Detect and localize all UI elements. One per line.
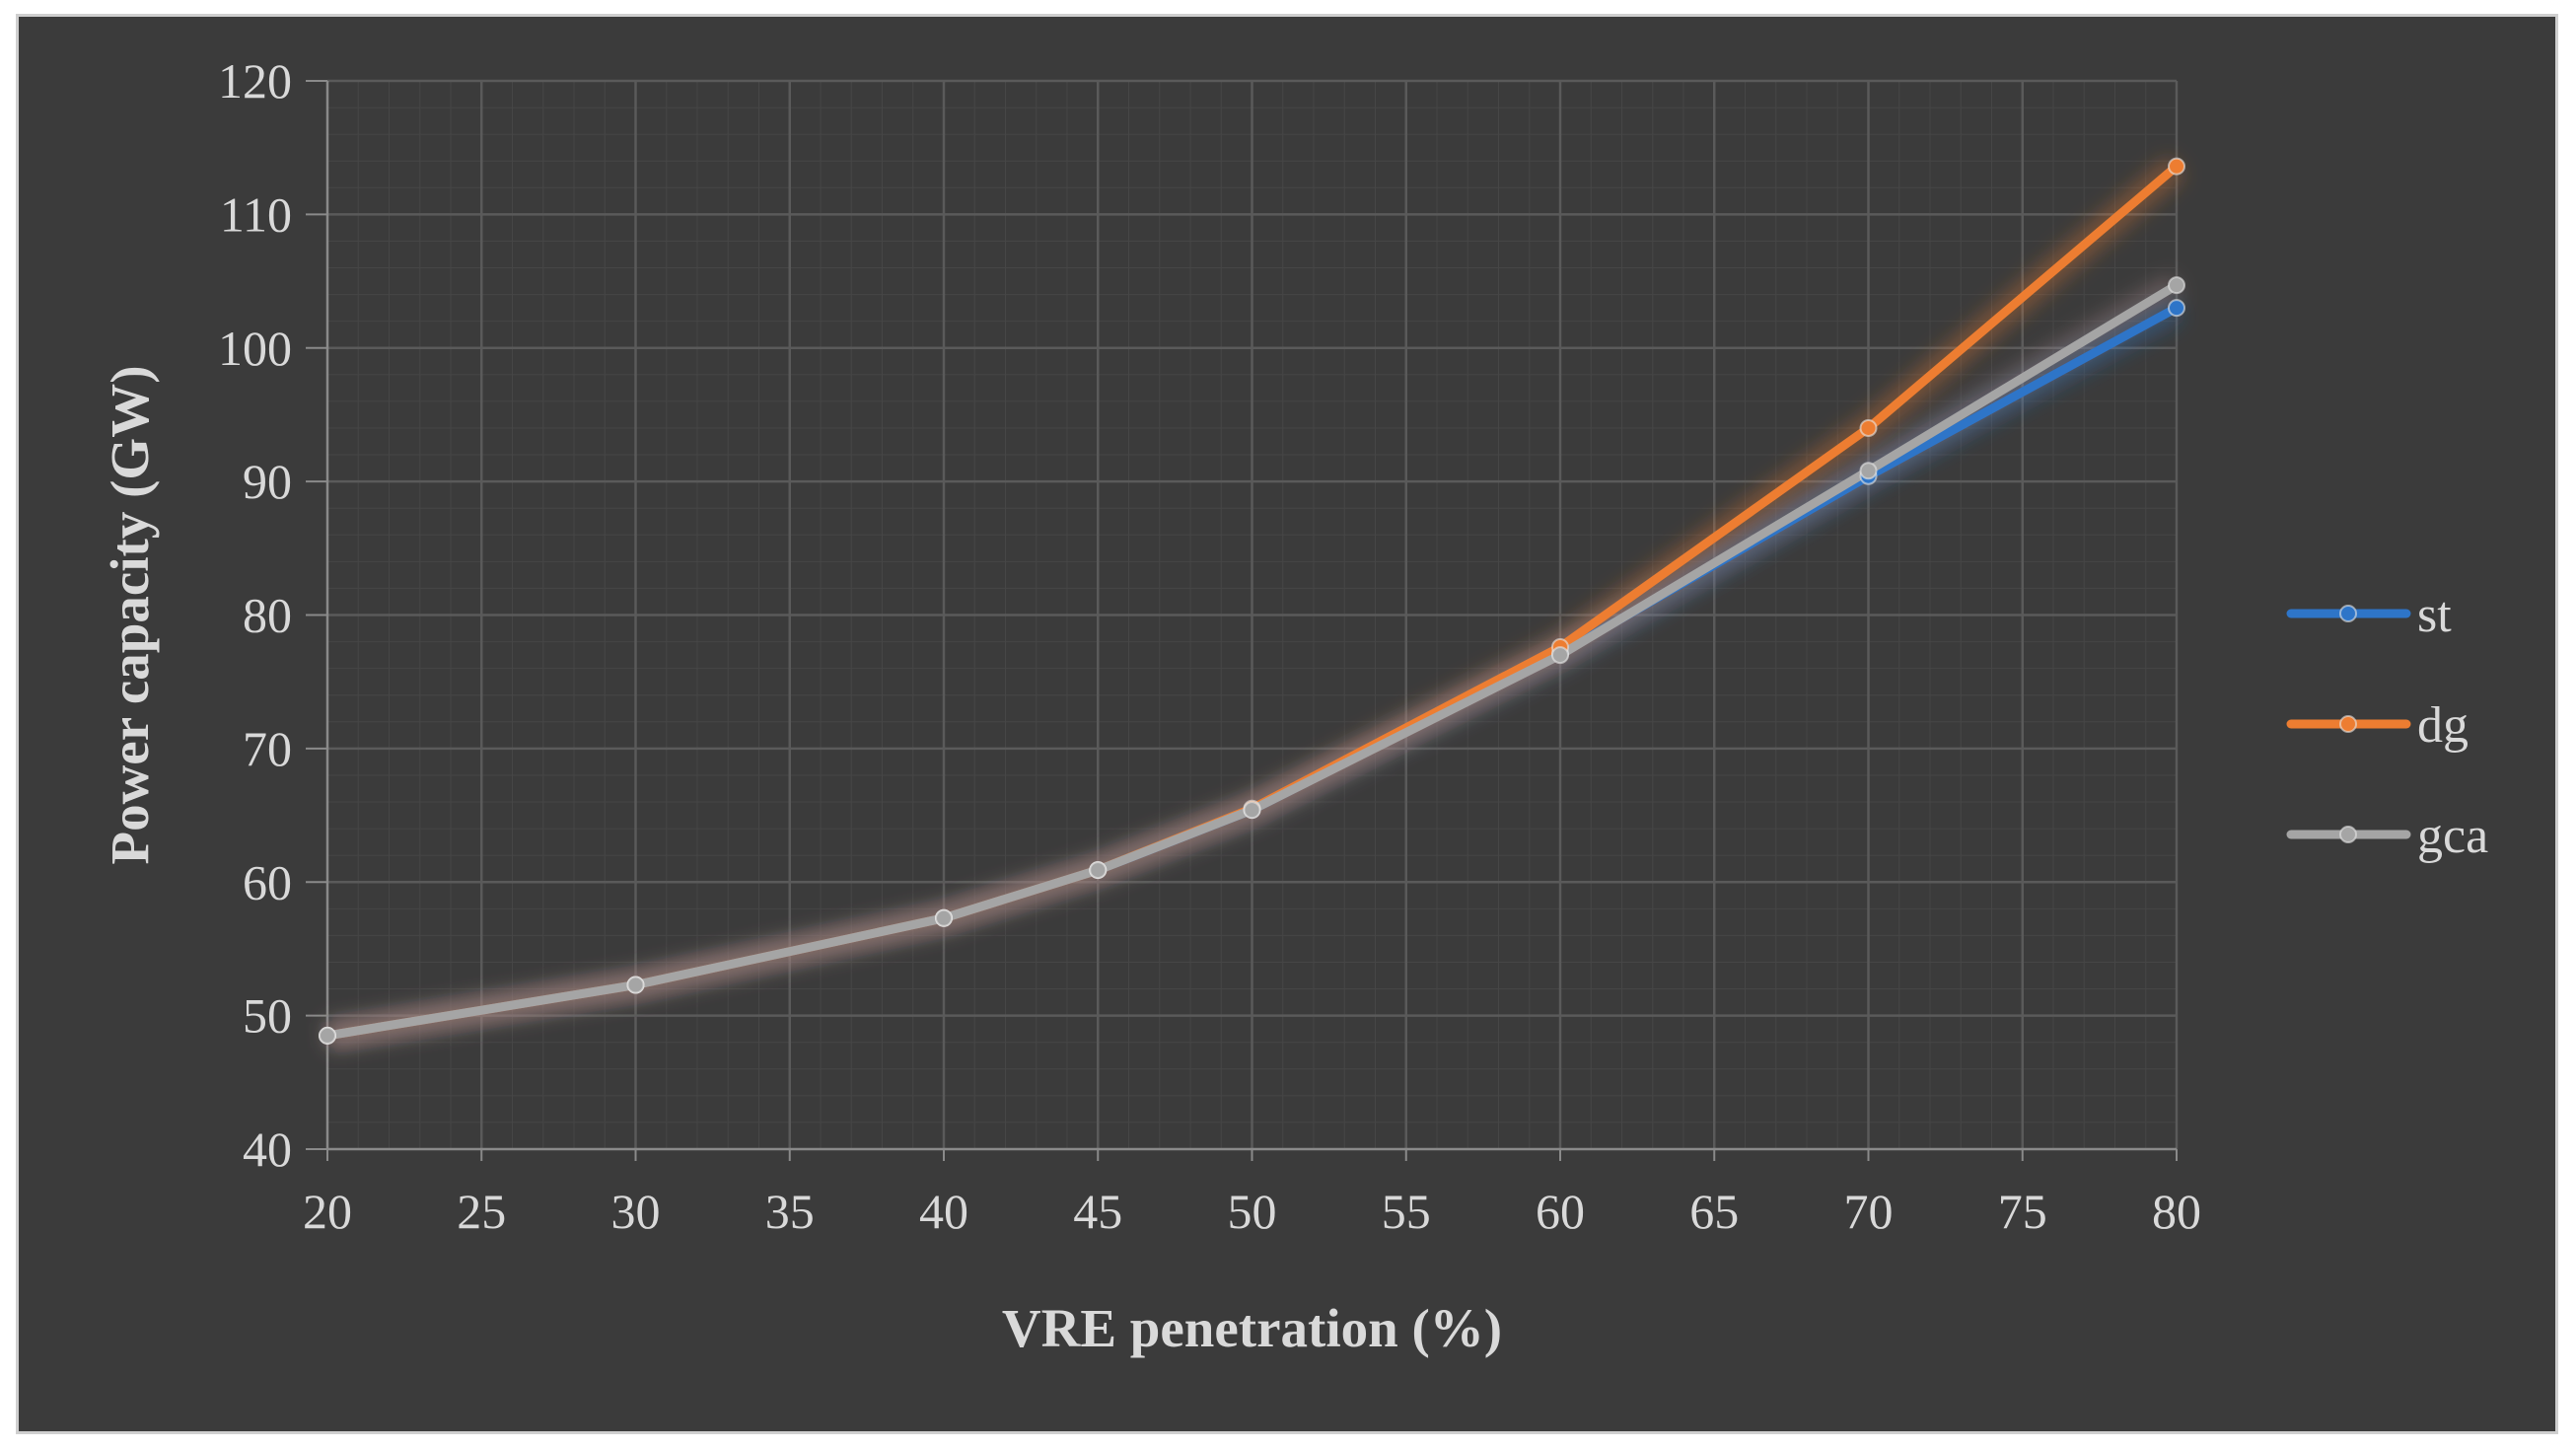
data-point-gca-45	[1089, 861, 1108, 880]
x-axis-tick-labels: 20 25 30 35 40 45 50 55 60 65 70 75 80	[303, 1184, 2201, 1239]
y-tick-label-60: 60	[243, 854, 292, 909]
x-tick-label-65: 65	[1689, 1184, 1739, 1239]
data-point-gca-40	[935, 908, 953, 927]
data-point-dg-70	[1859, 418, 1878, 437]
x-tick-label-35: 35	[765, 1184, 815, 1239]
legend-marker-st	[2339, 605, 2357, 622]
y-axis-tick-labels: 40 50 60 70 80 90 100 110 120	[218, 53, 292, 1177]
y-tick-label-80: 80	[243, 588, 292, 643]
x-axis-title: VRE penetration (%)	[1002, 1298, 1502, 1358]
y-axis-title: Power capacity (GW)	[100, 365, 160, 864]
series-line-gca	[322, 280, 2182, 1041]
x-tick-label-30: 30	[611, 1184, 661, 1239]
y-tick-label-70: 70	[243, 721, 292, 776]
data-point-gca-30	[626, 976, 645, 994]
x-tick-label-40: 40	[919, 1184, 968, 1239]
legend-marker-dg	[2339, 715, 2357, 733]
x-tick-label-25: 25	[457, 1184, 506, 1239]
data-point-gca-60	[1551, 646, 1569, 665]
y-tick-label-50: 50	[243, 988, 292, 1044]
x-tick-label-45: 45	[1073, 1184, 1122, 1239]
legend-item-dg: dg	[2286, 697, 2469, 754]
legend-item-st: st	[2286, 587, 2452, 643]
data-point-gca-50	[1243, 801, 1261, 820]
y-tick-label-90: 90	[243, 454, 292, 509]
legend-label-dg: dg	[2417, 697, 2469, 754]
legend-marker-gca	[2339, 826, 2357, 843]
legend-label-gca: gca	[2417, 808, 2488, 864]
y-tick-label-110: 110	[220, 186, 292, 242]
legend: st dg gca	[2286, 587, 2488, 864]
series-markers	[319, 157, 2185, 1045]
x-tick-label-55: 55	[1382, 1184, 1431, 1239]
y-tick-label-120: 120	[218, 53, 292, 109]
x-tick-label-80: 80	[2152, 1184, 2201, 1239]
legend-label-st: st	[2417, 587, 2452, 643]
x-tick-label-50: 50	[1228, 1184, 1277, 1239]
legend-item-gca: gca	[2286, 808, 2488, 864]
chart-frame	[16, 14, 2558, 1434]
axes	[306, 80, 2178, 1161]
major-gridlines	[327, 79, 2179, 1149]
series-lines	[322, 162, 2182, 1041]
y-tick-label-40: 40	[243, 1122, 292, 1177]
x-tick-label-20: 20	[303, 1184, 352, 1239]
y-tick-label-100: 100	[218, 321, 292, 376]
data-point-gca-80	[2168, 276, 2185, 295]
x-tick-label-70: 70	[1844, 1184, 1894, 1239]
data-point-gca-20	[319, 1026, 336, 1045]
x-tick-label-60: 60	[1536, 1184, 1585, 1239]
data-point-st-80	[2168, 299, 2185, 318]
x-tick-label-75: 75	[1998, 1184, 2047, 1239]
data-point-dg-80	[2168, 157, 2185, 176]
data-point-gca-70	[1859, 462, 1878, 480]
